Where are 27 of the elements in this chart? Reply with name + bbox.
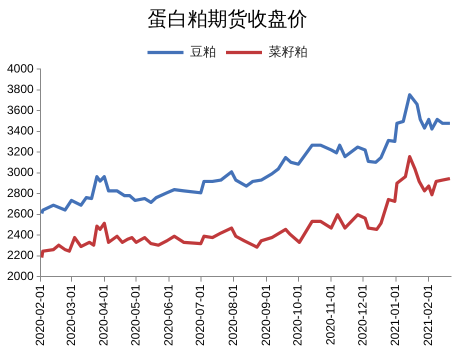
y-tick-label: 2600 <box>6 206 34 221</box>
x-tick-label: 2020-05-01 <box>128 284 142 346</box>
legend-label: 菜籽粕 <box>268 44 308 60</box>
x-tick-label: 2021-01-01 <box>388 284 402 346</box>
x-tick-label: 2020-03-01 <box>64 284 78 346</box>
y-tick-label: 3200 <box>6 144 34 158</box>
x-tick-label: 2020-11-01 <box>324 284 338 346</box>
y-tick-label: 2800 <box>6 186 34 200</box>
x-tick-label: 2020-07-01 <box>193 284 208 346</box>
y-tick-label: 3400 <box>6 124 34 138</box>
legend-label: 豆粕 <box>190 44 216 60</box>
y-tick-label: 3600 <box>6 102 34 117</box>
x-tick-label: 2020-02-01 <box>33 284 48 346</box>
x-tick-label: 2020-08-01 <box>226 284 240 346</box>
x-tick-label: 2020-04-01 <box>96 284 111 346</box>
x-tick-label: 2020-09-01 <box>258 284 273 346</box>
y-tick-label: 2000 <box>6 268 34 283</box>
chart-title: 蛋白粕期货收盘价 <box>148 8 308 31</box>
x-tick-label: 2020-10-01 <box>290 284 305 346</box>
x-tick-label: 2020-12-01 <box>355 284 370 346</box>
y-tick-label: 3800 <box>6 82 34 96</box>
y-tick-label: 4000 <box>6 61 34 76</box>
x-tick-label: 2021-02-01 <box>421 284 436 346</box>
y-tick-label: 2200 <box>6 248 34 262</box>
y-tick-label: 2400 <box>6 227 34 242</box>
x-tick-label: 2020-06-01 <box>161 284 176 346</box>
y-tick-label: 3000 <box>6 165 34 180</box>
